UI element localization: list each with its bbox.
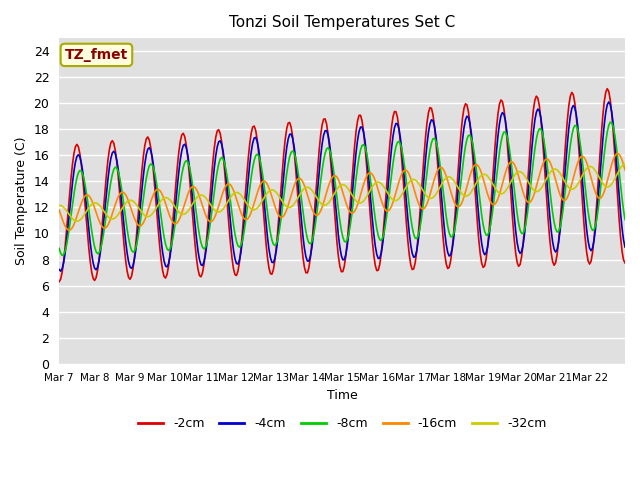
Text: TZ_fmet: TZ_fmet (65, 48, 128, 62)
Title: Tonzi Soil Temperatures Set C: Tonzi Soil Temperatures Set C (229, 15, 455, 30)
X-axis label: Time: Time (326, 389, 358, 402)
Y-axis label: Soil Temperature (C): Soil Temperature (C) (15, 137, 28, 265)
Legend: -2cm, -4cm, -8cm, -16cm, -32cm: -2cm, -4cm, -8cm, -16cm, -32cm (133, 412, 551, 435)
